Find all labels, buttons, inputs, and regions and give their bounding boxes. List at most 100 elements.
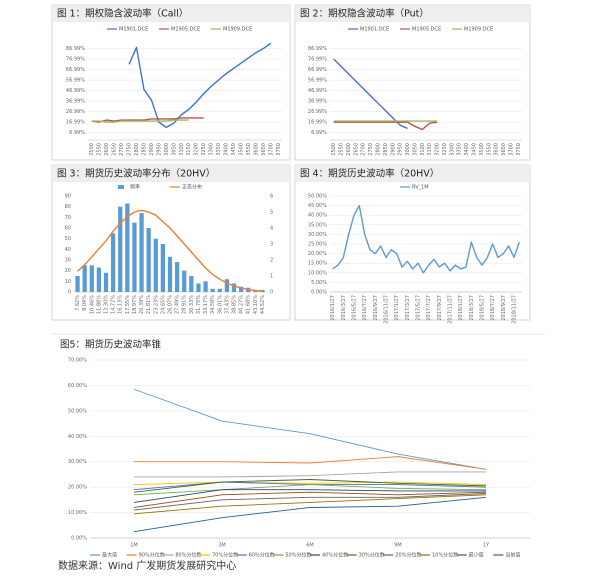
y2-tick-label: 6: [270, 194, 273, 200]
x-tick-label: 3750: [516, 143, 522, 156]
y2-tick-label: 4: [270, 226, 273, 232]
y-tick-label: 30: [65, 258, 71, 264]
x-tick-label: 3300: [209, 143, 215, 156]
x-tick-label: 14.72%: [111, 295, 117, 314]
x-tick-label: 3600: [494, 143, 500, 156]
x-tick-label: 3050: [171, 143, 177, 156]
x-tick-label: 3650: [501, 143, 507, 156]
x-tick-label: 3350: [216, 143, 222, 156]
y-tick-label: 5.00%: [311, 280, 327, 286]
x-tick-label: 3400: [464, 143, 470, 156]
x-tick-label: 2750: [368, 143, 374, 156]
y-tick-label: 76.99%: [66, 57, 85, 63]
y-tick-label: 20.00%: [308, 251, 327, 257]
series-line: [332, 204, 520, 274]
y-tick-label: 50.00%: [308, 194, 327, 200]
x-tick-label: 3000: [405, 143, 411, 156]
y2-tick-label: 3: [270, 242, 273, 248]
x-tick-label: 2950: [398, 143, 404, 156]
x-tick-label: 43.10%: [253, 295, 259, 314]
series-line: [133, 496, 487, 533]
x-tick-label: 2900: [390, 143, 396, 156]
series-line: [91, 119, 189, 123]
x-tick-label: 28.91%: [182, 295, 188, 314]
legend-label: 30%分位数: [359, 552, 385, 559]
x-tick-label: 1Y: [483, 543, 490, 549]
y-tick-label: 25.00%: [308, 242, 327, 248]
x-tick-label: 23.23%: [153, 295, 159, 314]
x-tick-label: 3450: [231, 143, 237, 156]
x-tick-label: 10.46%: [89, 295, 95, 314]
panel-title-bar: [295, 5, 530, 22]
bar: [82, 265, 87, 292]
series-line: [133, 493, 487, 511]
x-tick-label: 21.81%: [146, 295, 152, 314]
bar: [203, 281, 208, 292]
x-tick-label: 3600: [253, 143, 259, 156]
x-tick-label: 2850: [141, 143, 147, 156]
bar: [103, 272, 109, 292]
x-tick-label: 2017/1/27: [394, 295, 400, 321]
x-tick-label: 2016/11/27: [384, 295, 390, 324]
y-tick-label: 30.00%: [68, 459, 87, 465]
y-tick-label: 50: [65, 236, 71, 242]
x-tick-label: 18.97%: [132, 295, 138, 314]
y-tick-label: 46.99%: [66, 88, 85, 94]
x-tick-label: 2800: [376, 143, 382, 156]
x-tick-label: 2018/11/27: [512, 295, 518, 324]
y-tick-label: 40: [65, 247, 71, 253]
legend-label: 20%分位数: [395, 552, 421, 559]
legend-label: 40%分位数: [322, 552, 348, 559]
x-tick-label: 2600: [104, 143, 110, 156]
bar: [217, 288, 222, 292]
y-tick-label: 40.00%: [68, 434, 87, 440]
x-tick-label: 2018/7/27: [490, 295, 496, 321]
x-tick-label: 3100: [179, 143, 185, 156]
x-tick-label: 2018/5/27: [480, 295, 486, 321]
legend-label: M1901.DCE: [360, 27, 389, 33]
panel-title-bar: [52, 5, 290, 22]
y-tick-label: 6.99%: [311, 130, 327, 136]
x-tick-label: 2800: [134, 143, 140, 156]
bar: [174, 262, 180, 292]
y-tick-label: 16.99%: [66, 120, 85, 126]
chart-title: 图 4：期货历史波动率（20HV）: [300, 168, 439, 180]
y2-tick-label: 2: [270, 258, 273, 264]
bar: [146, 228, 151, 292]
x-tick-label: 3050: [412, 143, 418, 156]
y-tick-label: 0: [68, 290, 71, 296]
x-tick-label: 3350: [457, 143, 463, 156]
series-line: [128, 42, 272, 129]
bar: [118, 206, 123, 292]
x-tick-label: 2017/11/27: [448, 295, 454, 324]
legend-label: RV_1M: [412, 185, 429, 191]
x-tick-label: 2700: [361, 143, 367, 156]
y-tick-label: 20.00%: [68, 485, 87, 491]
x-tick-label: 34.59%: [210, 295, 216, 314]
series-line: [77, 209, 263, 292]
series-line: [134, 456, 487, 470]
y-tick-label: 36.99%: [66, 99, 85, 105]
y-tick-label: 66.99%: [308, 67, 327, 73]
y2-tick-label: 5: [270, 210, 273, 216]
x-tick-label: 30.33%: [189, 295, 195, 314]
x-tick-label: 11.88%: [96, 295, 102, 314]
x-tick-label: 3M: [218, 543, 226, 549]
x-tick-label: 2600: [346, 143, 352, 156]
y-tick-label: 70.00%: [68, 358, 87, 364]
x-tick-label: 27.49%: [175, 295, 181, 314]
y-tick-label: 15.00%: [308, 261, 327, 267]
y-tick-label: 86.99%: [308, 46, 327, 52]
bar: [110, 233, 116, 292]
legend-label: 60%分位数: [249, 552, 275, 559]
x-tick-label: 2016/3/27: [341, 295, 347, 321]
legend-label: M1905.DCE: [412, 27, 441, 33]
x-tick-label: 3500: [479, 143, 485, 156]
x-tick-label: 2018/3/27: [469, 295, 475, 321]
x-tick-label: 26.07%: [168, 295, 174, 314]
y-tick-label: 36.99%: [308, 99, 327, 105]
x-tick-label: 2018/9/27: [501, 295, 507, 321]
x-tick-label: 16.13%: [118, 295, 124, 314]
y-tick-label: 60.00%: [68, 383, 87, 389]
x-tick-label: 2500: [89, 143, 95, 156]
